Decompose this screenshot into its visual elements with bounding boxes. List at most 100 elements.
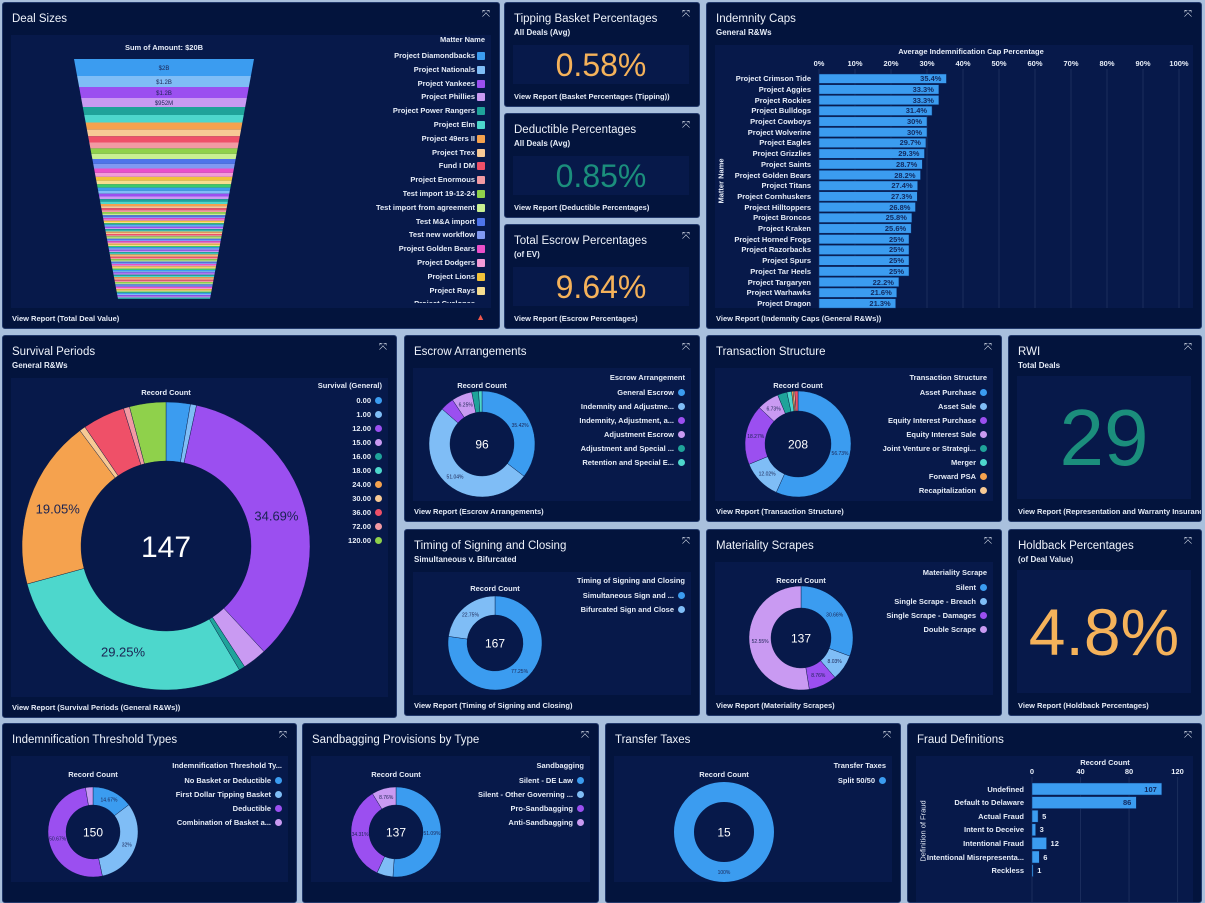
expand-icon[interactable]: ⤧ (1184, 343, 1192, 353)
view-report-link[interactable]: View Report (Representation and Warranty… (1018, 507, 1202, 516)
donut-total: 208 (788, 437, 808, 451)
kpi-area: 9.64% (513, 267, 689, 306)
donut-slice (482, 391, 535, 476)
bar-value-label: 5 (1042, 812, 1046, 821)
legend-item[interactable]: Test import 19-12-24 (403, 189, 475, 198)
bar-category-label: Intentional Misrepresenta... (927, 853, 1024, 862)
expand-icon[interactable]: ⤧ (682, 121, 690, 131)
legend-item[interactable]: 120.00 (348, 536, 371, 545)
legend-item[interactable]: Test new workflow (409, 230, 475, 239)
legend-item[interactable]: Project Elm (434, 120, 475, 129)
legend-item[interactable]: Asset Sale (938, 402, 976, 411)
legend-item[interactable]: 12.00 (352, 424, 371, 433)
legend-item[interactable]: Asset Purchase (920, 388, 976, 397)
legend-item[interactable]: First Dollar Tipping Basket (176, 790, 271, 799)
legend-item[interactable]: 30.00 (352, 494, 371, 503)
view-report-link[interactable]: View Report (Basket Percentages (Tipping… (514, 92, 670, 101)
legend-item[interactable]: Combination of Basket a... (177, 818, 271, 827)
legend-item[interactable]: Indemnity and Adjustme... (581, 402, 674, 411)
legend-item[interactable]: Deductible (233, 804, 271, 813)
legend-dot (980, 431, 987, 438)
legend-item[interactable]: General Escrow (617, 388, 674, 397)
funnel-segment (106, 234, 222, 235)
legend-item[interactable]: Indemnity, Adjustment, a... (579, 416, 674, 425)
slice-label: 35.42% (512, 423, 530, 429)
legend-item[interactable]: 15.00 (352, 438, 371, 447)
legend-item[interactable]: Project 49ers II (422, 134, 475, 143)
legend-item[interactable]: Adjustment and Special ... (581, 444, 674, 453)
legend-item[interactable]: Fund I DM (439, 161, 475, 170)
legend-item[interactable]: Joint Venture or Strategi... (883, 444, 976, 453)
legend-item[interactable]: Pro-Sandbagging (511, 804, 574, 813)
legend-item[interactable]: Adjustment Escrow (604, 430, 674, 439)
legend-item[interactable]: Project Yankees (418, 79, 475, 88)
bar-category-label: Project Bulldogs (751, 106, 811, 115)
legend-item[interactable]: Project Power Rangers (393, 106, 475, 115)
expand-icon[interactable]: ⤧ (1184, 537, 1192, 547)
legend-item[interactable]: No Basket or Deductible (184, 776, 271, 785)
legend-swatch (477, 273, 485, 281)
legend-item[interactable]: Merger (951, 458, 976, 467)
funnel-segment (113, 272, 215, 273)
legend-item[interactable]: 0.00 (356, 396, 371, 405)
funnel-segment (106, 232, 223, 233)
view-report-link[interactable]: View Report (Indemnity Caps (General R&W… (716, 314, 881, 323)
legend-item[interactable]: Single Scrape - Breach (894, 597, 976, 606)
legend-item[interactable]: Bifurcated Sign and Close (581, 605, 674, 614)
legend-item[interactable]: Project Phillies (421, 92, 475, 101)
bar-value-label: 25% (889, 235, 904, 244)
legend-item[interactable]: 1.00 (356, 410, 371, 419)
legend-item[interactable]: Silent - Other Governing ... (478, 790, 573, 799)
legend-item[interactable]: Equity Interest Sale (906, 430, 976, 439)
expand-icon[interactable]: ⤧ (482, 10, 490, 20)
bar-value-label: 28.7% (896, 160, 917, 169)
legend-item[interactable]: Retention and Special E... (582, 458, 674, 467)
legend-item[interactable]: Recapitalization (919, 486, 976, 495)
legend-item[interactable]: Double Scrape (923, 625, 976, 634)
legend-item[interactable]: Single Scrape - Damages (886, 611, 976, 620)
expand-icon[interactable]: ⤧ (682, 10, 690, 20)
slice-label: 100% (718, 870, 731, 876)
expand-icon[interactable]: ⤧ (1184, 10, 1192, 20)
funnel-segment (106, 235, 221, 236)
x-tick-label: 0 (1030, 767, 1034, 776)
legend-item[interactable]: Project Rays (430, 286, 475, 295)
legend-item[interactable]: Test M&A import (416, 217, 475, 226)
legend-item[interactable]: Equity Interest Purchase (888, 416, 976, 425)
legend-item[interactable]: Simultaneous Sign and ... (583, 591, 674, 600)
legend-item[interactable]: 16.00 (352, 452, 371, 461)
view-report-link[interactable]: View Report (Holdback Percentages) (1018, 701, 1149, 710)
funnel-segment (108, 245, 220, 246)
x-tick-label: 100% (1169, 59, 1188, 68)
legend-item[interactable]: Test import from agreement (376, 203, 475, 212)
legend-dot (375, 495, 382, 502)
legend-item[interactable]: Project Nationals (414, 65, 475, 74)
funnel-segment (99, 197, 229, 200)
legend-item[interactable]: 36.00 (352, 508, 371, 517)
funnel-segment (115, 282, 213, 283)
legend-item[interactable]: Split 50/50 (838, 776, 875, 785)
legend-item[interactable]: Project Enormous (410, 175, 475, 184)
x-tick-label: 40% (955, 59, 970, 68)
legend-item[interactable]: 18.00 (352, 466, 371, 475)
legend-item[interactable]: Anti-Sandbagging (508, 818, 573, 827)
legend-item[interactable]: Project Trex (432, 148, 475, 157)
view-report-link[interactable]: View Report (Deductible Percentages) (514, 203, 649, 212)
legend-item[interactable]: Project Dodgers (417, 258, 475, 267)
legend-item[interactable]: Project Lions (427, 272, 475, 281)
legend-item[interactable]: Project Diamondbacks (394, 51, 475, 60)
funnel-segment (98, 188, 231, 191)
legend-item[interactable]: 24.00 (352, 480, 371, 489)
legend-item[interactable]: Silent - DE Law (519, 776, 573, 785)
expand-icon[interactable]: ⤧ (682, 232, 690, 242)
legend-item[interactable]: Project Cyclones (414, 299, 475, 303)
view-report-link[interactable]: View Report (Escrow Percentages) (514, 314, 638, 323)
legend-item[interactable]: Project Golden Bears (399, 244, 475, 253)
legend-swatch (477, 80, 485, 88)
legend-item[interactable]: Forward PSA (929, 472, 976, 481)
view-report-link[interactable]: View Report (Total Deal Value) (12, 314, 119, 323)
legend-item[interactable]: Silent (956, 583, 976, 592)
legend-item[interactable]: 72.00 (352, 522, 371, 531)
